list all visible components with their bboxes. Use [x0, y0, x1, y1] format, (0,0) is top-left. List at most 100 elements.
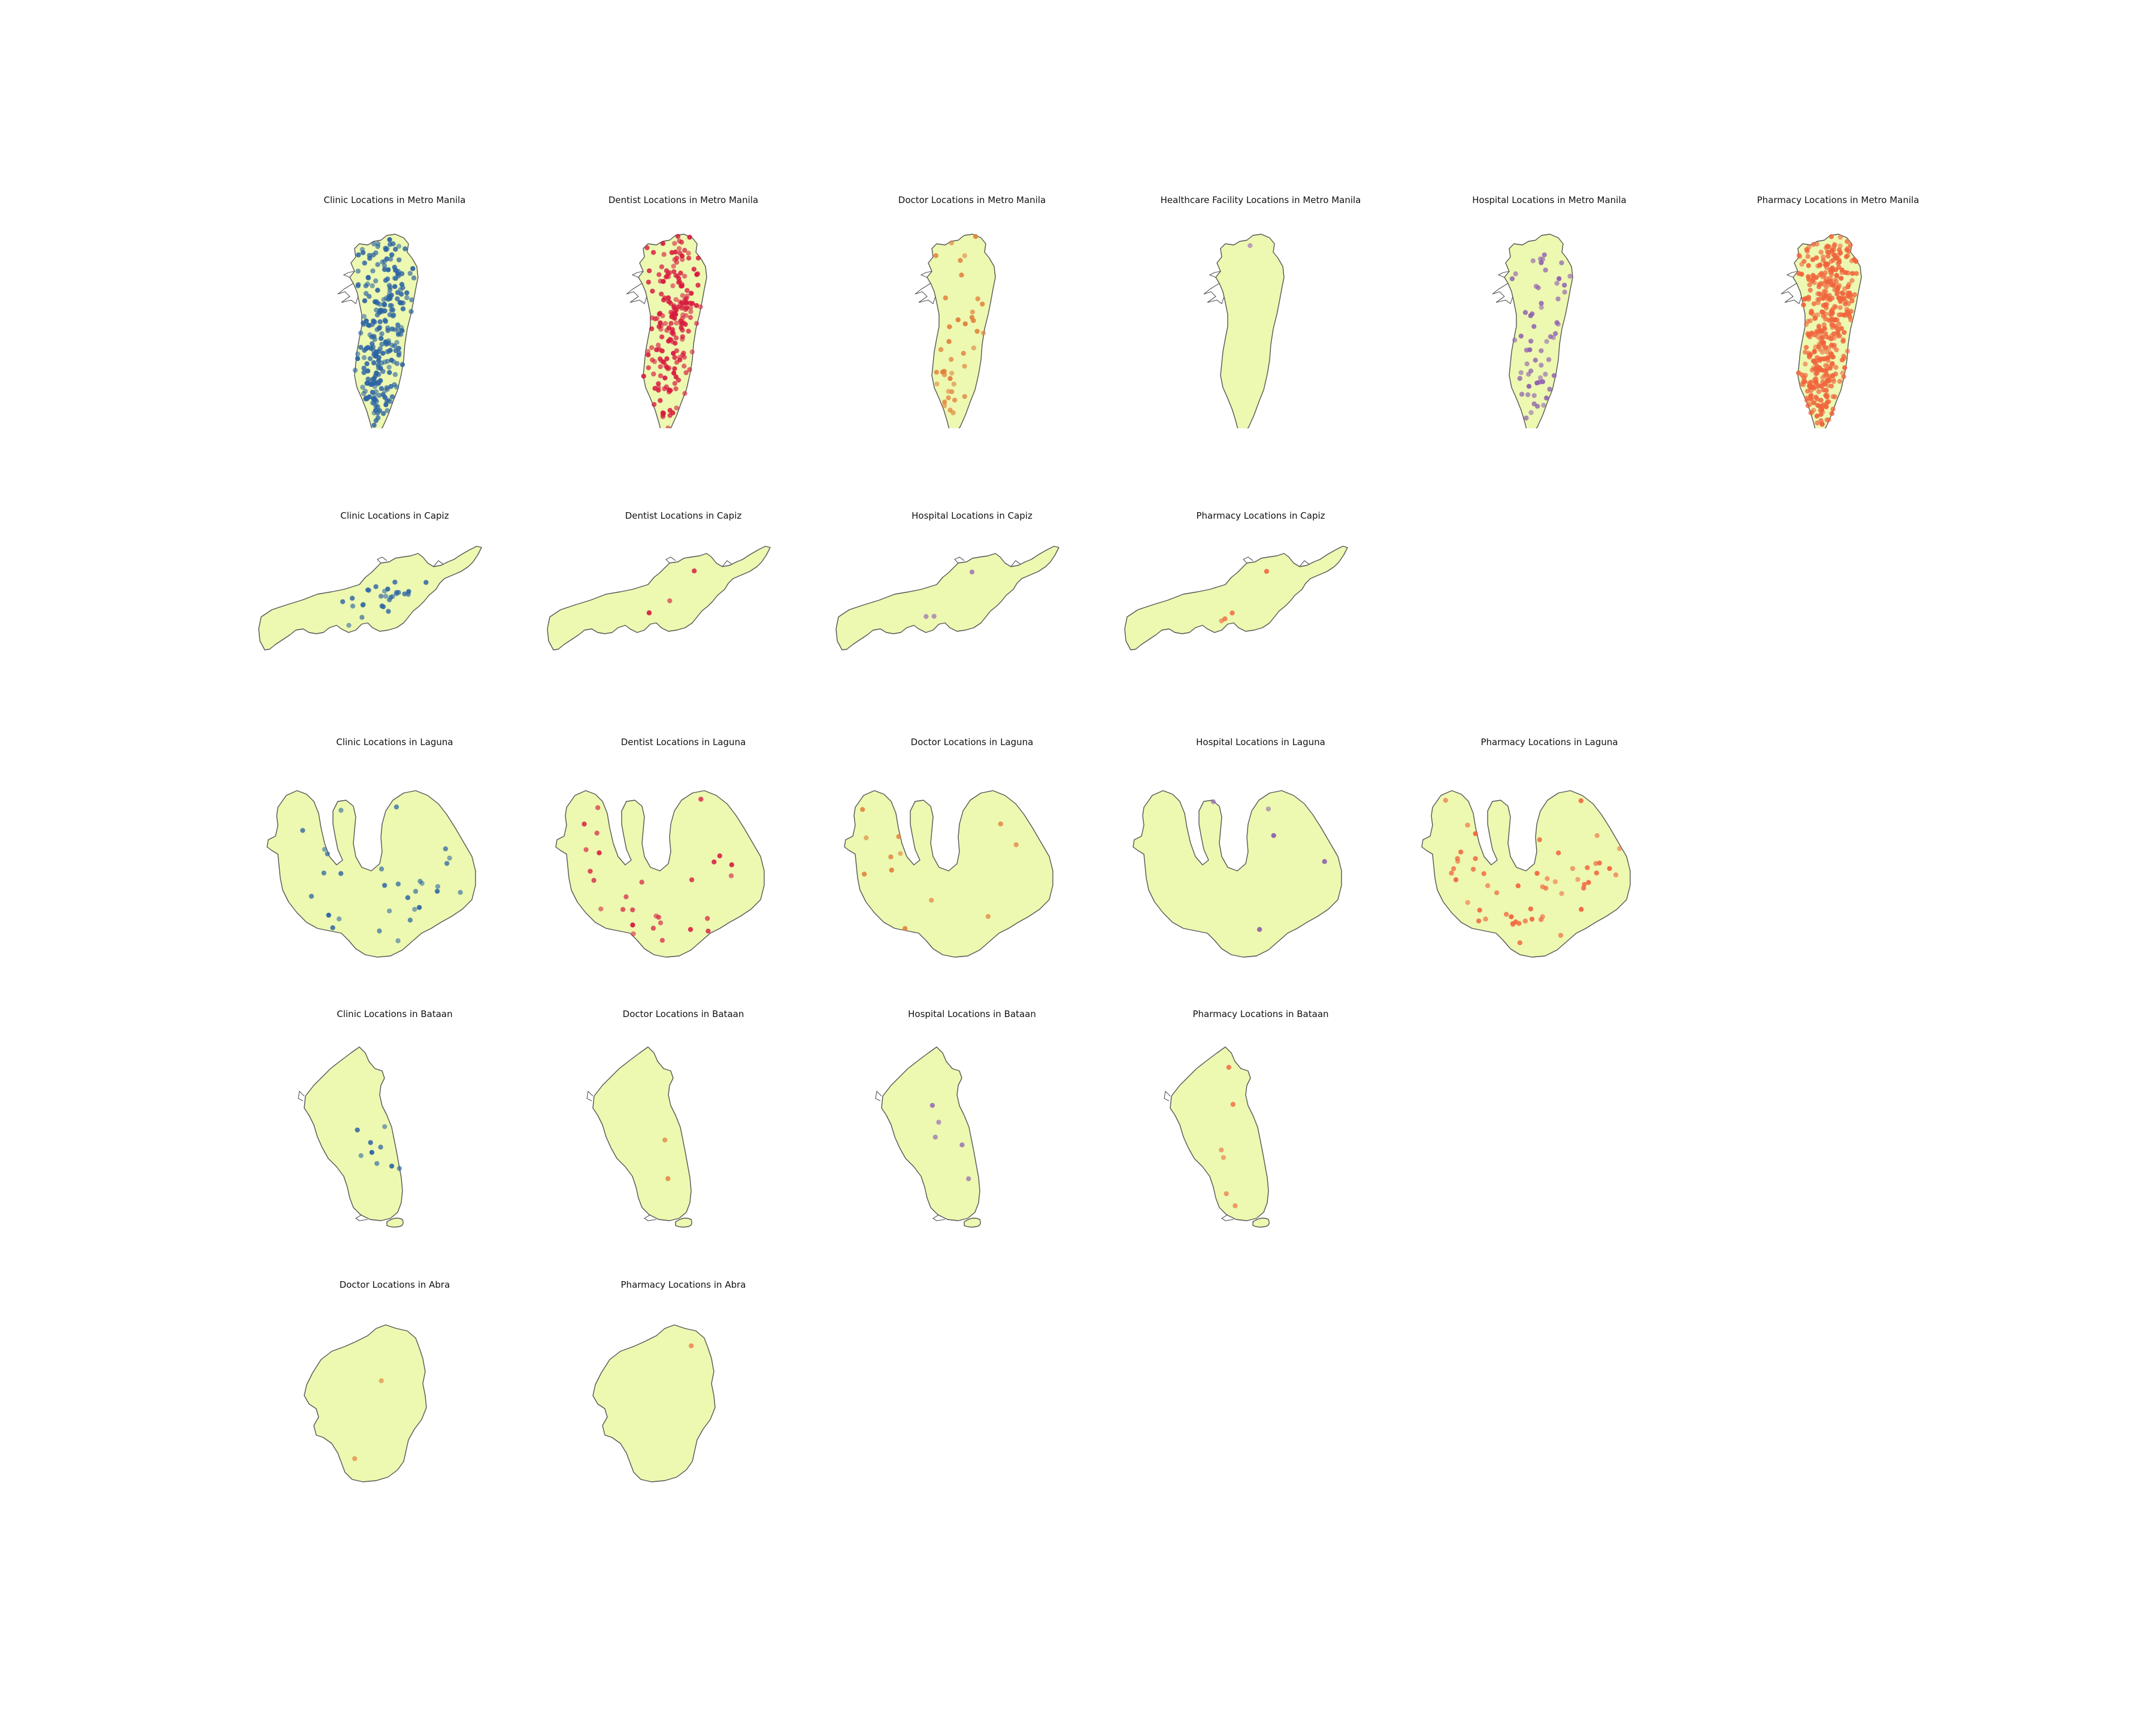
location-point	[1809, 308, 1814, 314]
location-point	[359, 615, 365, 620]
location-point	[380, 604, 386, 610]
location-point	[361, 314, 367, 319]
coastline-detail	[1786, 271, 1798, 278]
location-point	[338, 807, 344, 813]
location-point	[1812, 316, 1818, 321]
location-point	[679, 305, 685, 311]
location-point	[688, 305, 694, 310]
location-point	[962, 364, 967, 369]
location-point	[321, 870, 326, 876]
location-point	[1818, 280, 1824, 286]
location-point	[1528, 906, 1534, 912]
location-point	[361, 370, 367, 376]
location-point	[1813, 255, 1819, 261]
location-point	[402, 591, 407, 597]
location-point	[376, 392, 382, 398]
panel-title: Dentist Locations in Laguna	[620, 737, 746, 748]
location-point	[399, 292, 404, 297]
location-point	[396, 346, 401, 351]
location-point	[659, 348, 665, 354]
location-point	[1811, 400, 1816, 405]
location-point	[395, 938, 401, 943]
location-point	[1832, 287, 1837, 292]
location-point	[1815, 355, 1820, 361]
location-point	[1230, 1101, 1236, 1107]
location-point	[665, 295, 671, 301]
region-outline	[304, 1324, 427, 1482]
location-point	[364, 290, 369, 296]
location-point	[596, 850, 602, 856]
location-point	[1809, 392, 1814, 398]
location-point	[1829, 322, 1835, 327]
location-point	[1839, 290, 1845, 296]
location-point	[656, 381, 661, 386]
coastline-detail	[964, 1218, 981, 1228]
location-point	[861, 871, 867, 877]
location-point	[679, 253, 685, 259]
location-point	[1512, 337, 1518, 343]
coastline-detail	[1252, 1218, 1270, 1228]
location-point	[1839, 276, 1844, 281]
location-point	[1824, 334, 1830, 340]
location-point	[1013, 842, 1019, 848]
location-point	[367, 356, 373, 361]
location-point	[662, 320, 668, 326]
location-point	[698, 304, 703, 310]
location-point	[674, 273, 680, 279]
location-point	[695, 271, 701, 277]
location-point	[1843, 299, 1849, 304]
location-point	[674, 405, 679, 411]
location-point	[1233, 1203, 1238, 1209]
location-point	[412, 907, 417, 912]
coastline-detail	[433, 560, 444, 567]
location-point	[370, 283, 375, 289]
location-point	[435, 883, 441, 889]
location-point	[951, 382, 956, 387]
location-point	[362, 261, 367, 266]
location-point	[950, 410, 956, 416]
location-point	[1840, 337, 1846, 343]
location-point	[373, 584, 378, 589]
location-point	[375, 244, 380, 249]
location-point	[375, 262, 380, 267]
location-point	[676, 246, 682, 252]
location-point	[356, 282, 361, 288]
location-point	[671, 370, 677, 376]
location-point	[346, 622, 352, 628]
location-point	[1821, 402, 1826, 408]
location-point	[717, 853, 722, 859]
location-point	[1828, 234, 1834, 240]
location-point	[1801, 302, 1806, 308]
location-point	[728, 873, 734, 879]
location-point	[1822, 326, 1827, 331]
location-point	[1828, 352, 1834, 358]
location-point	[392, 579, 398, 585]
panel-title: Clinic Locations in Capiz	[340, 510, 449, 521]
location-point	[1839, 326, 1844, 331]
location-point	[931, 613, 937, 619]
location-point	[372, 319, 377, 325]
location-point	[382, 1124, 387, 1130]
location-point	[1554, 280, 1560, 286]
location-point	[1828, 270, 1834, 275]
region-outline	[592, 1046, 692, 1221]
location-point	[654, 347, 659, 353]
location-point	[1830, 407, 1836, 412]
location-point	[361, 355, 367, 361]
map-panel-clinic-metro-manila: Clinic Locations in Metro Manila	[254, 195, 535, 428]
location-point	[674, 255, 680, 261]
location-point	[689, 290, 694, 296]
location-point	[369, 1149, 375, 1155]
map-laguna-hospital	[1132, 790, 1342, 958]
location-point	[365, 344, 371, 350]
location-point	[355, 268, 361, 274]
location-point	[1826, 244, 1831, 249]
coastline-detail	[875, 1090, 882, 1101]
location-point	[1613, 872, 1619, 877]
location-point	[1540, 379, 1546, 385]
location-point	[1522, 310, 1528, 315]
location-point	[382, 883, 387, 888]
location-point	[1849, 278, 1855, 283]
location-point	[1830, 373, 1836, 379]
